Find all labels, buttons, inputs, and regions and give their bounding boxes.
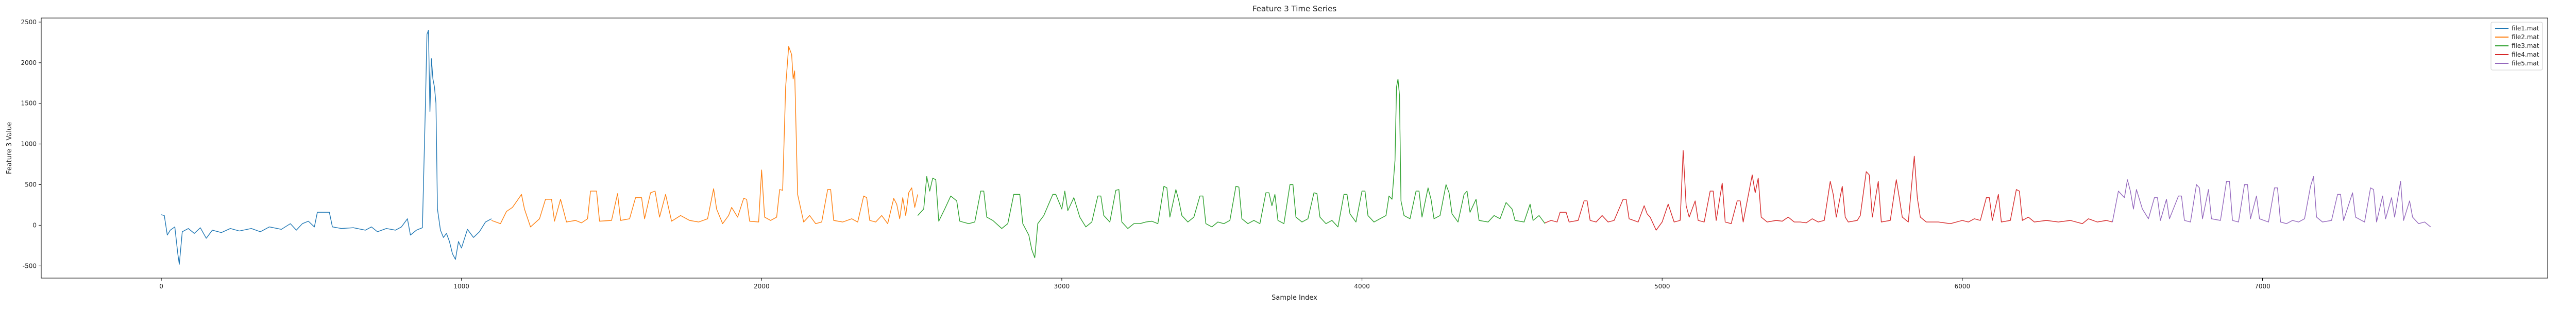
x-tick-label: 1000 bbox=[453, 283, 469, 290]
y-axis: -500 0 500 1000 1500 2000 2500 bbox=[21, 19, 41, 269]
legend-entry: file4.mat bbox=[2512, 51, 2539, 58]
y-tick-label: 2000 bbox=[21, 59, 37, 66]
series-lines bbox=[161, 30, 2431, 265]
y-tick-label: 2500 bbox=[21, 19, 37, 26]
y-tick-label: 1500 bbox=[21, 100, 37, 107]
chart-title: Feature 3 Time Series bbox=[1252, 4, 1337, 13]
series-line-5 bbox=[2112, 176, 2431, 228]
y-axis-label: Feature 3 Value bbox=[6, 122, 13, 174]
x-tick-label: 4000 bbox=[1354, 283, 1370, 290]
series-line-4 bbox=[1545, 150, 2113, 231]
legend-entry: file3.mat bbox=[2512, 42, 2539, 49]
y-tick-label: 0 bbox=[32, 221, 37, 229]
x-tick-label: 5000 bbox=[1654, 283, 1670, 290]
legend-entry: file5.mat bbox=[2512, 60, 2539, 67]
y-tick-label: 1000 bbox=[21, 141, 37, 148]
x-axis-label: Sample Index bbox=[1272, 294, 1317, 302]
legend-entry: file2.mat bbox=[2512, 33, 2539, 41]
legend-box bbox=[2490, 22, 2543, 71]
legend-entry: file1.mat bbox=[2512, 25, 2539, 32]
y-tick-label: 500 bbox=[25, 181, 37, 188]
series-line-2 bbox=[491, 46, 918, 228]
x-tick-label: 3000 bbox=[1054, 283, 1070, 290]
y-tick-label: -500 bbox=[23, 262, 37, 269]
series-line-1 bbox=[161, 30, 492, 265]
x-tick-label: 0 bbox=[159, 283, 163, 290]
x-axis: 0 1000 2000 3000 4000 5000 6000 7000 bbox=[159, 278, 2270, 290]
x-tick-label: 2000 bbox=[754, 283, 770, 290]
x-tick-label: 7000 bbox=[2255, 283, 2270, 290]
series-line-3 bbox=[917, 78, 1546, 259]
plot-area-frame bbox=[41, 18, 2548, 279]
x-tick-label: 6000 bbox=[1955, 283, 1971, 290]
